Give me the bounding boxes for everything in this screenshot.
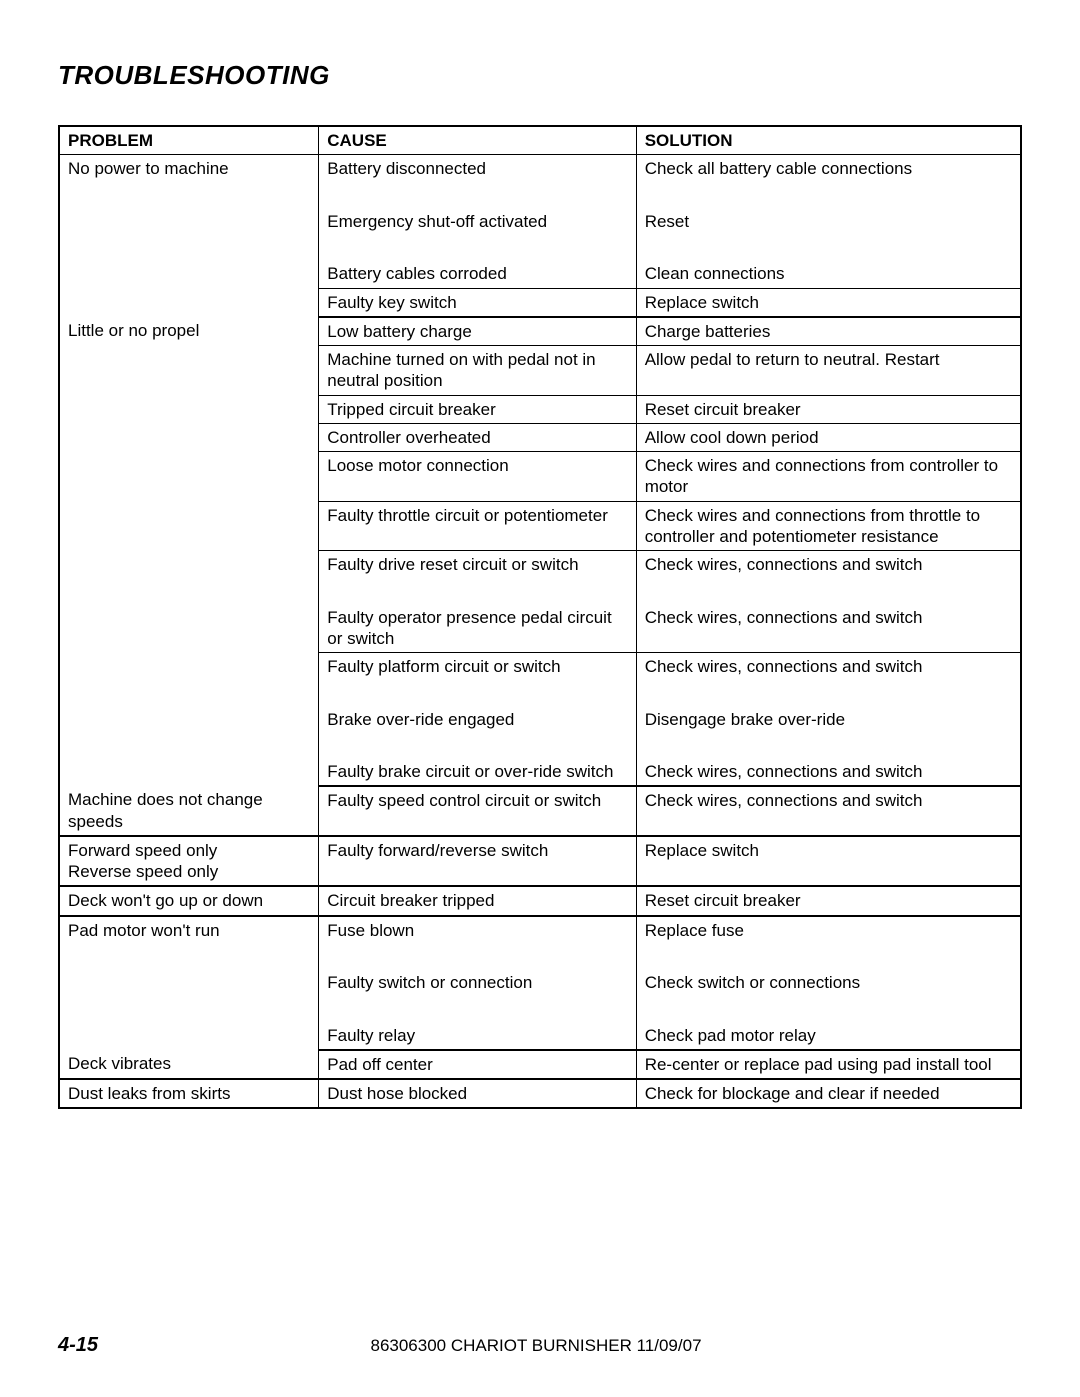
cell-cause: Emergency shut-off activated xyxy=(319,208,636,235)
cell-cause: Faulty switch or connection xyxy=(319,969,636,996)
cell-problem: No power to machine xyxy=(59,155,319,317)
table-header-row: PROBLEM CAUSE SOLUTION xyxy=(59,126,1021,155)
col-solution: SOLUTION xyxy=(636,126,1021,155)
cell-solution: Allow cool down period xyxy=(636,423,1021,451)
cell-cause: Faulty brake circuit or over-ride switch xyxy=(319,758,636,786)
cell-cause: Faulty forward/reverse switch xyxy=(319,836,636,887)
cell-problem: Little or no propel xyxy=(59,317,319,787)
cell-cause: Brake over-ride engaged xyxy=(319,706,636,733)
cell-cause: Dust hose blocked xyxy=(319,1079,636,1108)
cell-solution: Charge batteries xyxy=(636,317,1021,346)
table-row: Forward speed onlyReverse speed onlyFaul… xyxy=(59,836,1021,887)
cell-solution: Check all battery cable connections xyxy=(636,155,1021,183)
col-problem: PROBLEM xyxy=(59,126,319,155)
table-row: Deck vibratesPad off centerRe-center or … xyxy=(59,1050,1021,1079)
cell-cause: Pad off center xyxy=(319,1050,636,1079)
cell-solution: Reset circuit breaker xyxy=(636,886,1021,915)
cell-solution: Check wires, connections and switch xyxy=(636,551,1021,579)
page-number: 4-15 xyxy=(58,1334,98,1357)
cell-solution: Disengage brake over-ride xyxy=(636,706,1021,733)
cell-solution: Replace switch xyxy=(636,288,1021,317)
cell-solution: Check wires, connections and switch xyxy=(636,604,1021,653)
cell-problem: Deck vibrates xyxy=(59,1050,319,1079)
cell-cause: Faulty drive reset circuit or switch xyxy=(319,551,636,579)
cell-cause: Faulty operator presence pedal circuit o… xyxy=(319,604,636,653)
cell-solution: Reset circuit breaker xyxy=(636,395,1021,423)
page-footer: 4-15 86306300 CHARIOT BURNISHER 11/09/07 xyxy=(58,1334,1022,1357)
cell-cause: Battery cables corroded xyxy=(319,260,636,288)
cell-cause: Fuse blown xyxy=(319,916,636,944)
page-title: TROUBLESHOOTING xyxy=(58,60,1022,91)
cell-cause: Tripped circuit breaker xyxy=(319,395,636,423)
table-row: No power to machineBattery disconnectedC… xyxy=(59,155,1021,183)
table-row: Pad motor won't runFuse blownReplace fus… xyxy=(59,916,1021,944)
cell-problem: Forward speed onlyReverse speed only xyxy=(59,836,319,887)
cell-cause: Faulty speed control circuit or switch xyxy=(319,786,636,836)
cell-problem: Deck won't go up or down xyxy=(59,886,319,915)
cell-cause: Machine turned on with pedal not in neut… xyxy=(319,346,636,396)
table-row: Deck won't go up or downCircuit breaker … xyxy=(59,886,1021,915)
cell-solution: Check switch or connections xyxy=(636,969,1021,996)
cell-solution: Check wires, connections and switch xyxy=(636,653,1021,681)
page: TROUBLESHOOTING PROBLEM CAUSE SOLUTION N… xyxy=(0,0,1080,1397)
cell-solution: Check wires, connections and switch xyxy=(636,786,1021,836)
cell-cause: Faulty platform circuit or switch xyxy=(319,653,636,681)
col-cause: CAUSE xyxy=(319,126,636,155)
cell-solution: Check for blockage and clear if needed xyxy=(636,1079,1021,1108)
cell-cause: Loose motor connection xyxy=(319,452,636,502)
cell-problem: Dust leaks from skirts xyxy=(59,1079,319,1108)
cell-solution: Re-center or replace pad using pad insta… xyxy=(636,1050,1021,1079)
cell-solution: Allow pedal to return to neutral. Restar… xyxy=(636,346,1021,396)
cell-cause: Faulty throttle circuit or potentiometer xyxy=(319,501,636,551)
troubleshooting-table: PROBLEM CAUSE SOLUTION No power to machi… xyxy=(58,125,1022,1109)
cell-solution: Check wires and connections from control… xyxy=(636,452,1021,502)
cell-problem: Machine does not change speeds xyxy=(59,786,319,836)
cell-cause: Battery disconnected xyxy=(319,155,636,183)
cell-solution: Clean connections xyxy=(636,260,1021,288)
cell-solution: Check pad motor relay xyxy=(636,1022,1021,1050)
doc-id: 86306300 CHARIOT BURNISHER 11/09/07 xyxy=(98,1336,974,1356)
cell-cause: Faulty relay xyxy=(319,1022,636,1050)
cell-solution: Replace fuse xyxy=(636,916,1021,944)
table-row: Dust leaks from skirtsDust hose blockedC… xyxy=(59,1079,1021,1108)
cell-cause: Controller overheated xyxy=(319,423,636,451)
table-row: Little or no propelLow battery chargeCha… xyxy=(59,317,1021,346)
cell-solution: Replace switch xyxy=(636,836,1021,887)
cell-cause: Faulty key switch xyxy=(319,288,636,317)
cell-cause: Low battery charge xyxy=(319,317,636,346)
cell-solution: Check wires, connections and switch xyxy=(636,758,1021,786)
cell-problem: Pad motor won't run xyxy=(59,916,319,1050)
cell-solution: Reset xyxy=(636,208,1021,235)
cell-solution: Check wires and connections from throttl… xyxy=(636,501,1021,551)
table-row: Machine does not change speedsFaulty spe… xyxy=(59,786,1021,836)
cell-cause: Circuit breaker tripped xyxy=(319,886,636,915)
